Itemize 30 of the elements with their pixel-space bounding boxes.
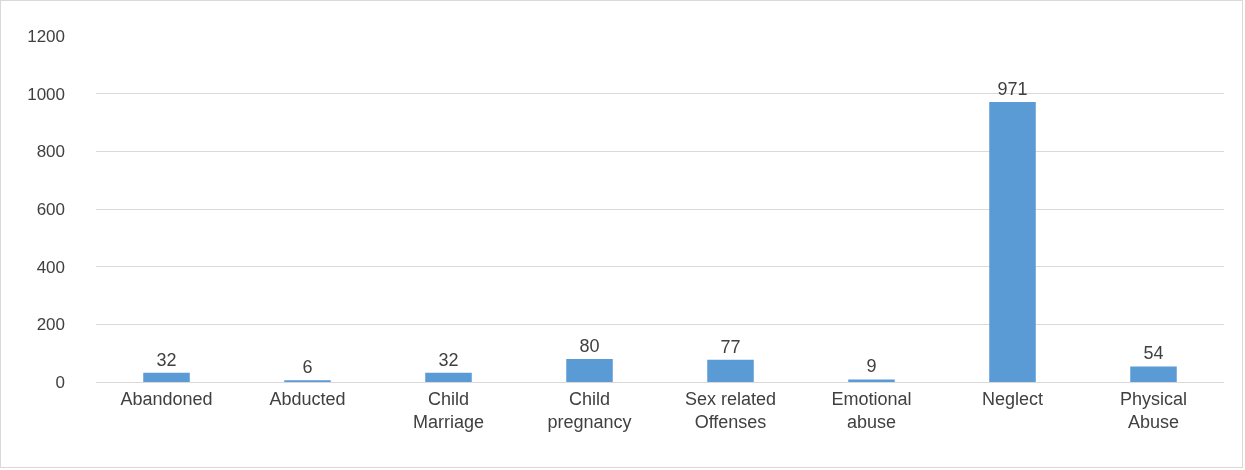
x-tick-label: Abducted xyxy=(269,388,346,409)
x-tick-label: Sex related Offenses xyxy=(684,388,777,432)
x-tick-label: Physical Abuse xyxy=(1119,388,1188,432)
x-tick-label: Child pregnancy xyxy=(547,388,632,432)
x-tick-label: Neglect xyxy=(981,388,1044,409)
y-tick-label: 0 xyxy=(55,372,65,392)
data-label: 9 xyxy=(866,356,877,377)
x-tick-label: Child Marriage xyxy=(412,388,485,432)
data-label: 32 xyxy=(156,349,177,370)
data-label: 971 xyxy=(997,79,1028,100)
bar xyxy=(566,358,613,382)
bar xyxy=(1130,366,1177,382)
bar xyxy=(848,379,895,382)
y-tick-label: 200 xyxy=(36,315,65,335)
bar xyxy=(425,372,472,382)
data-label: 54 xyxy=(1143,343,1164,364)
bar xyxy=(143,372,190,382)
data-label: 6 xyxy=(302,357,313,378)
data-label: 80 xyxy=(579,335,600,356)
data-label: 77 xyxy=(720,336,741,357)
y-tick-label: 800 xyxy=(36,142,65,162)
y-tick-label: 1200 xyxy=(27,26,65,46)
x-tick-label: Abandoned xyxy=(120,388,213,409)
x-tick-label: Emotional abuse xyxy=(831,388,912,432)
y-tick-label: 1000 xyxy=(27,84,65,104)
y-tick-label: 400 xyxy=(36,257,65,277)
y-tick-label: 600 xyxy=(36,199,65,219)
data-label: 32 xyxy=(438,349,459,370)
bar xyxy=(989,102,1036,382)
bar xyxy=(707,359,754,382)
